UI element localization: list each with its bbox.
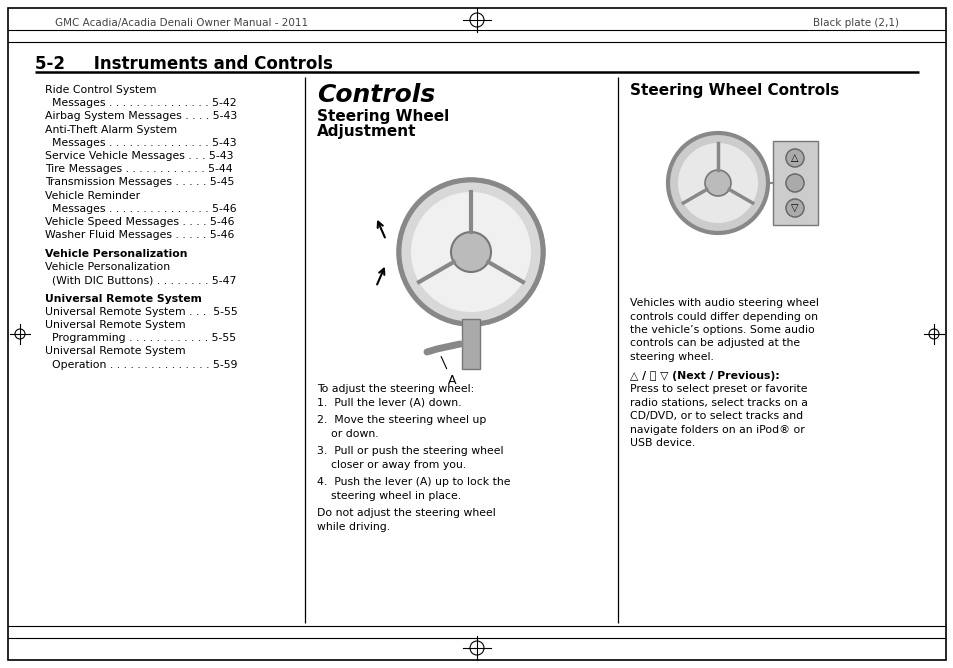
- Text: Operation . . . . . . . . . . . . . . . 5-59: Operation . . . . . . . . . . . . . . . …: [45, 359, 237, 369]
- Text: Universal Remote System: Universal Remote System: [45, 347, 186, 356]
- Text: steering wheel.: steering wheel.: [629, 352, 713, 362]
- Text: △ / Ⓟ ▽ (Next / Previous):: △ / Ⓟ ▽ (Next / Previous):: [629, 371, 779, 381]
- Text: steering wheel in place.: steering wheel in place.: [316, 491, 460, 500]
- Text: Messages . . . . . . . . . . . . . . . 5-42: Messages . . . . . . . . . . . . . . . 5…: [45, 98, 236, 108]
- Bar: [772, 141, 817, 225]
- Text: To adjust the steering wheel:: To adjust the steering wheel:: [316, 384, 474, 394]
- Text: Black plate (2,1): Black plate (2,1): [812, 18, 898, 28]
- Text: controls could differ depending on: controls could differ depending on: [629, 311, 817, 321]
- Text: controls can be adjusted at the: controls can be adjusted at the: [629, 339, 800, 349]
- Text: 5-2     Instruments and Controls: 5-2 Instruments and Controls: [35, 55, 333, 73]
- Text: or down.: or down.: [316, 429, 378, 439]
- Text: Universal Remote System . . .  5-55: Universal Remote System . . . 5-55: [45, 307, 237, 317]
- Text: Do not adjust the steering wheel: Do not adjust the steering wheel: [316, 508, 496, 518]
- Bar: [461, 319, 479, 369]
- Text: Press to select preset or favorite: Press to select preset or favorite: [629, 384, 806, 394]
- Text: Airbag System Messages . . . . 5-43: Airbag System Messages . . . . 5-43: [45, 112, 237, 122]
- Text: Messages . . . . . . . . . . . . . . . 5-46: Messages . . . . . . . . . . . . . . . 5…: [45, 204, 236, 214]
- Text: Steering Wheel Controls: Steering Wheel Controls: [629, 83, 839, 98]
- Text: ▽: ▽: [790, 203, 798, 213]
- Text: navigate folders on an iPod® or: navigate folders on an iPod® or: [629, 425, 804, 435]
- Circle shape: [785, 174, 803, 192]
- Text: Ride Control System: Ride Control System: [45, 85, 156, 95]
- Text: 2.  Move the steering wheel up: 2. Move the steering wheel up: [316, 415, 486, 425]
- Text: Vehicle Reminder: Vehicle Reminder: [45, 190, 140, 200]
- Text: Programming . . . . . . . . . . . . 5-55: Programming . . . . . . . . . . . . 5-55: [45, 333, 236, 343]
- Text: △: △: [790, 153, 798, 163]
- Text: 1.  Pull the lever (A) down.: 1. Pull the lever (A) down.: [316, 397, 461, 407]
- Text: Anti-Theft Alarm System: Anti-Theft Alarm System: [45, 125, 177, 134]
- Text: (With DIC Buttons) . . . . . . . . 5-47: (With DIC Buttons) . . . . . . . . 5-47: [45, 275, 236, 285]
- Text: USB device.: USB device.: [629, 438, 695, 448]
- Circle shape: [704, 170, 730, 196]
- Text: Vehicle Speed Messages . . . . 5-46: Vehicle Speed Messages . . . . 5-46: [45, 217, 234, 227]
- Circle shape: [398, 180, 542, 324]
- Text: Steering Wheel: Steering Wheel: [316, 109, 449, 124]
- Circle shape: [785, 199, 803, 217]
- Circle shape: [411, 192, 531, 312]
- Text: GMC Acadia/Acadia Denali Owner Manual - 2011: GMC Acadia/Acadia Denali Owner Manual - …: [55, 18, 308, 28]
- Circle shape: [678, 143, 758, 223]
- Text: 3.  Pull or push the steering wheel: 3. Pull or push the steering wheel: [316, 446, 503, 456]
- Text: Vehicle Personalization: Vehicle Personalization: [45, 262, 170, 272]
- Text: Universal Remote System: Universal Remote System: [45, 320, 186, 330]
- Text: A: A: [440, 357, 456, 387]
- Text: Universal Remote System: Universal Remote System: [45, 293, 202, 303]
- Text: closer or away from you.: closer or away from you.: [316, 460, 466, 470]
- Text: radio stations, select tracks on a: radio stations, select tracks on a: [629, 398, 807, 408]
- Circle shape: [785, 149, 803, 167]
- Text: CD/DVD, or to select tracks and: CD/DVD, or to select tracks and: [629, 411, 802, 422]
- Text: while driving.: while driving.: [316, 522, 390, 532]
- Text: Washer Fluid Messages . . . . . 5-46: Washer Fluid Messages . . . . . 5-46: [45, 230, 234, 240]
- Text: Vehicle Personalization: Vehicle Personalization: [45, 248, 188, 259]
- Circle shape: [451, 232, 491, 272]
- Text: Tire Messages . . . . . . . . . . . . 5-44: Tire Messages . . . . . . . . . . . . 5-…: [45, 164, 233, 174]
- Circle shape: [667, 133, 767, 233]
- Text: Vehicles with audio steering wheel: Vehicles with audio steering wheel: [629, 298, 818, 308]
- Text: Transmission Messages . . . . . 5-45: Transmission Messages . . . . . 5-45: [45, 178, 234, 188]
- Text: the vehicle’s options. Some audio: the vehicle’s options. Some audio: [629, 325, 814, 335]
- Text: Controls: Controls: [316, 83, 435, 107]
- Text: Messages . . . . . . . . . . . . . . . 5-43: Messages . . . . . . . . . . . . . . . 5…: [45, 138, 236, 148]
- Text: 4.  Push the lever (A) up to lock the: 4. Push the lever (A) up to lock the: [316, 477, 510, 487]
- Text: Service Vehicle Messages . . . 5-43: Service Vehicle Messages . . . 5-43: [45, 151, 233, 161]
- Text: Adjustment: Adjustment: [316, 124, 416, 139]
